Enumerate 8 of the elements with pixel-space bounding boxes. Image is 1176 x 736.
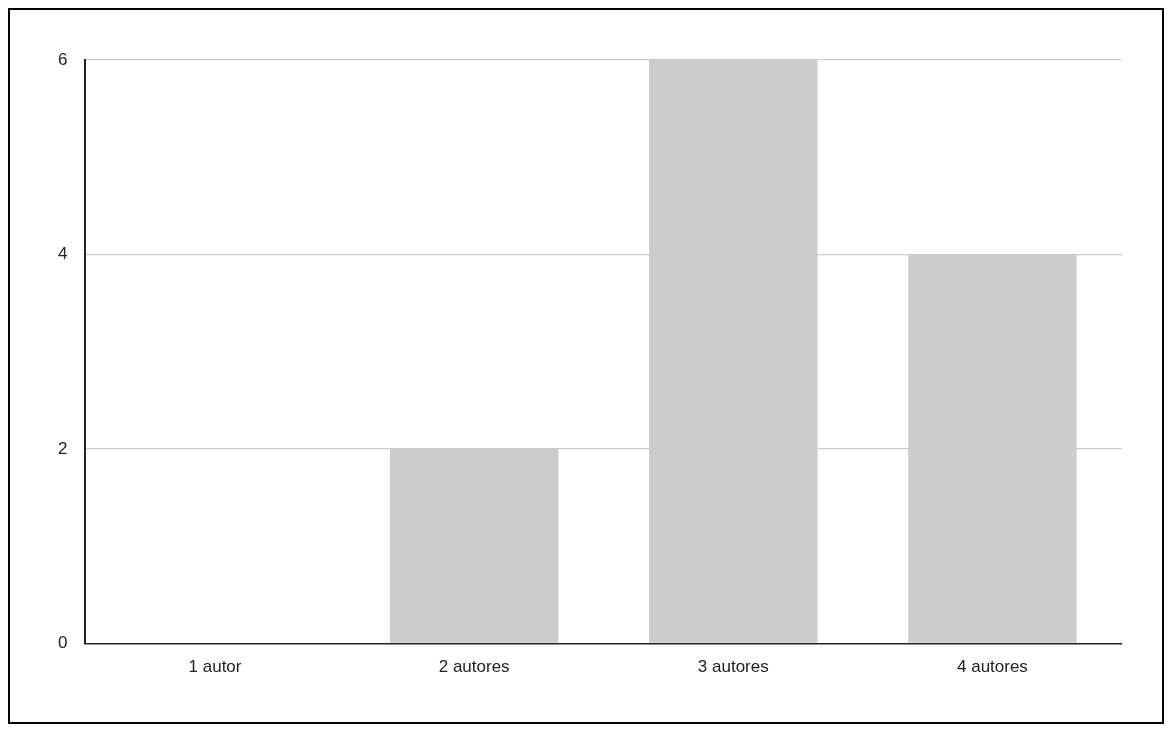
y-tick-label: 4 [57, 244, 68, 264]
x-tick-label: 3 autores [697, 657, 769, 677]
y-tick-label: 0 [57, 633, 68, 653]
x-tick-label: 4 autores [956, 657, 1028, 677]
y-tick-label: 6 [57, 49, 68, 69]
y-tick-label: 2 [57, 438, 68, 458]
x-tick-label: 1 autor [188, 657, 242, 677]
x-tick-label: 2 autores [438, 657, 510, 677]
